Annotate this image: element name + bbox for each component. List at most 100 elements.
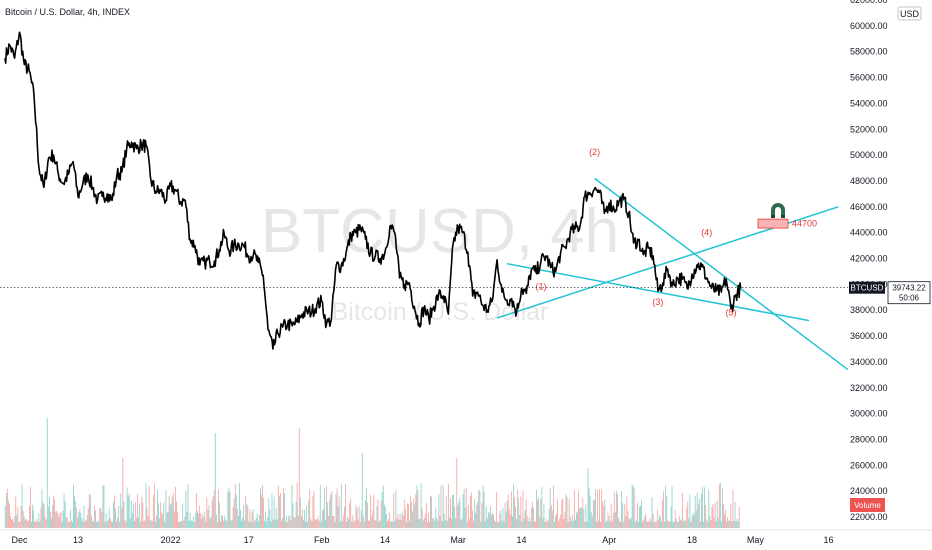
price-tick-label: 30000.00 <box>850 409 888 419</box>
volume-bar <box>467 504 469 528</box>
volume-bar <box>724 514 725 528</box>
time-axis[interactable]: Dec 13 2022 17 Feb 14 Mar 14 Apr 18 May 16 <box>0 529 932 550</box>
volume-bar <box>608 516 610 528</box>
volume-bar <box>502 507 504 528</box>
volume-bar <box>330 494 332 528</box>
volume-bar <box>124 519 126 528</box>
trendline-3[interactable] <box>594 177 849 371</box>
volume-bar <box>345 484 346 528</box>
volume-bar <box>295 501 297 528</box>
volume-bar <box>325 519 326 528</box>
volume-bar <box>294 517 296 528</box>
volume-tag <box>850 498 885 512</box>
volume-bar <box>726 521 728 528</box>
volume-bar <box>241 520 242 528</box>
volume-bar <box>302 509 303 528</box>
volume-bar <box>662 499 663 528</box>
volume-bar <box>97 520 99 528</box>
volume-bar <box>704 487 705 528</box>
volume-bar <box>5 493 7 528</box>
volume-bar <box>396 518 398 528</box>
volume-bar <box>650 521 652 528</box>
volume-bar <box>722 488 723 528</box>
volume-bar <box>348 518 350 528</box>
volume-bar <box>642 521 644 528</box>
last-price-value: 39743.22 <box>892 284 926 293</box>
volume-bar <box>623 521 625 528</box>
wave-label: (5) <box>726 307 737 317</box>
volume-bar <box>578 491 579 528</box>
volume-bar <box>547 520 549 528</box>
volume-bar <box>360 510 362 528</box>
volume-bar <box>139 503 141 528</box>
volume-bar <box>428 512 429 528</box>
target-label: 44700 <box>792 219 817 229</box>
volume-bar <box>50 511 51 528</box>
currency-badge[interactable] <box>897 6 922 21</box>
volume-bar <box>684 520 686 528</box>
volume-bar <box>151 521 153 528</box>
volume-bar <box>488 512 490 528</box>
trendline-2[interactable] <box>506 262 810 322</box>
volume-bar <box>537 500 539 528</box>
volume-bar <box>594 488 596 528</box>
volume-bar <box>536 489 537 528</box>
volume-bar <box>119 522 121 528</box>
volume-bar <box>533 508 534 528</box>
volume-bar <box>576 512 577 528</box>
volume-bar <box>514 497 515 528</box>
volume-bar <box>531 502 533 528</box>
volume-bar <box>476 504 478 528</box>
volume-bar <box>477 501 479 528</box>
magnet-icon[interactable] <box>771 203 785 218</box>
volume-bar <box>388 519 389 528</box>
volume-bar <box>109 517 111 528</box>
volume-bar <box>557 499 558 528</box>
volume-bar <box>126 487 128 528</box>
price-target[interactable]: 44700 <box>757 218 817 229</box>
volume-bar <box>274 519 276 528</box>
volume-bar <box>577 511 578 528</box>
volume-bar <box>339 521 341 528</box>
price-tick-label: 44000.00 <box>850 228 888 238</box>
volume-bar <box>72 522 73 528</box>
volume-bar <box>629 519 631 528</box>
volume-bar <box>335 494 337 528</box>
volume-bar <box>346 522 347 528</box>
time-tick-label: Feb <box>314 535 330 545</box>
volume-bar <box>355 505 357 528</box>
volume-bar <box>687 501 689 528</box>
volume-bar <box>572 520 574 528</box>
volume-bar <box>619 520 620 528</box>
target-marker[interactable] <box>757 218 789 229</box>
time-tick-label: 17 <box>244 535 254 545</box>
volume-bar <box>138 517 140 528</box>
volume-bar <box>87 508 89 528</box>
volume-bar <box>461 518 463 528</box>
volume-bar <box>116 521 117 528</box>
volume-bar <box>148 485 150 528</box>
volume-bar <box>600 522 602 528</box>
volume-bar <box>628 518 630 528</box>
volume-bar <box>701 494 702 528</box>
volume-bar <box>702 486 703 528</box>
volume-bar <box>129 518 131 528</box>
volume-bar <box>16 515 18 528</box>
bar-countdown: 50:06 <box>899 294 920 303</box>
volume-bar <box>708 490 710 528</box>
price-axis[interactable]: 62000.00 60000.00 58000.00 56000.00 54000.00… <box>848 0 932 530</box>
volume-bar <box>685 520 687 528</box>
volume-bar <box>450 497 451 528</box>
price-tick-label: 56000.00 <box>850 73 888 83</box>
volume-bar <box>599 489 600 528</box>
volume-bar <box>82 522 84 528</box>
volume-bar <box>725 509 726 528</box>
volume-bar <box>14 516 16 528</box>
volume-bar <box>656 509 658 528</box>
volume-bar <box>58 517 60 528</box>
volume-bar <box>525 499 527 528</box>
volume-bar <box>659 514 660 528</box>
volume-bar <box>698 498 700 528</box>
volume-bar <box>164 522 166 528</box>
